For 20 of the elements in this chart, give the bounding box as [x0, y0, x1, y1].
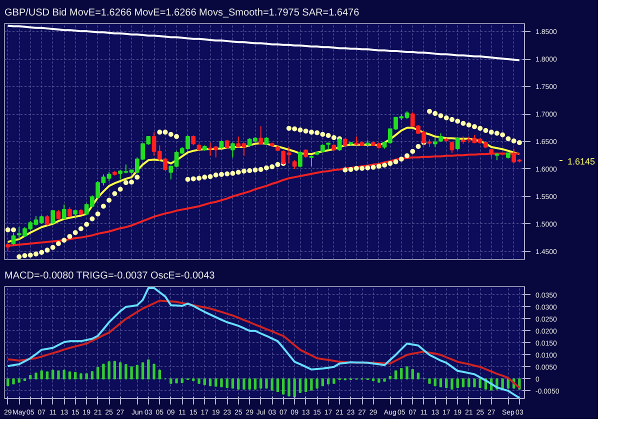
candlestick	[450, 141, 454, 154]
candlestick	[191, 134, 196, 146]
candlestick	[230, 142, 235, 158]
chart-title: GBP/USD Bid MovE=1.6266 MovE=1.6266 Movs_Smooth=1.7975 SAR=1.6476	[4, 8, 360, 18]
candlestick	[337, 138, 342, 152]
line-series	[6, 24, 520, 62]
candlestick	[258, 126, 264, 146]
text: 1.6145	[568, 156, 596, 166]
candlestick	[45, 214, 50, 226]
candlestick	[56, 210, 61, 220]
candlestick	[455, 136, 460, 150]
line-series	[6, 286, 520, 398]
candlestick	[68, 206, 72, 218]
candlestick	[298, 150, 302, 168]
line-series	[6, 126, 520, 243]
chart-title: MACD=-0.0080 TRIGG=-0.0037 OscE=-0.0043	[4, 270, 216, 282]
candlestick	[11, 232, 16, 246]
candlestick	[62, 204, 66, 220]
candlestick	[50, 210, 56, 224]
line-series	[6, 300, 520, 389]
